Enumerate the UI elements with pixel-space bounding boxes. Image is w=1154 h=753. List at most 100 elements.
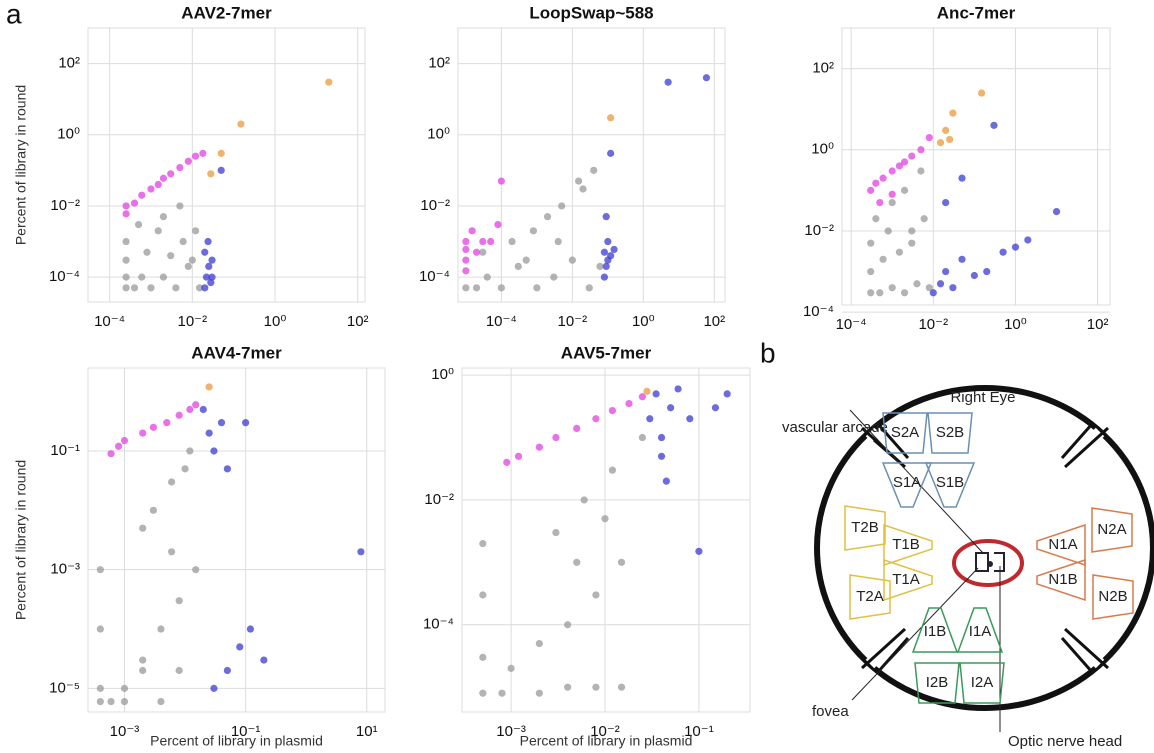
point [580, 496, 588, 504]
point [192, 566, 200, 574]
point [96, 697, 104, 706]
point [925, 133, 933, 142]
point [202, 273, 211, 281]
point [610, 245, 618, 254]
point [159, 174, 168, 182]
point [357, 548, 365, 556]
y-tick-label: 10⁻⁴ [49, 268, 80, 285]
point [702, 74, 711, 82]
y-tick-label: 10² [812, 60, 834, 77]
chart-title: AAV4-7mer [191, 343, 282, 362]
point [139, 656, 147, 664]
point [154, 180, 162, 189]
point [479, 653, 487, 661]
point [574, 177, 583, 185]
x-tick-label: 10⁻² [558, 313, 588, 330]
sector-label: S2A [891, 424, 919, 441]
point [147, 284, 155, 292]
point [192, 401, 200, 409]
point [96, 625, 104, 633]
x-tick-label: 10⁻¹ [684, 723, 714, 740]
retina-sector [1091, 507, 1133, 553]
point [601, 515, 609, 523]
point [1011, 243, 1020, 251]
point [550, 273, 558, 281]
y-tick-label: 10⁻² [50, 197, 80, 214]
retina-sector [883, 523, 933, 567]
sector-label: I2B [926, 674, 949, 691]
point [872, 179, 880, 187]
sector-label: N2A [1097, 521, 1126, 538]
point [159, 273, 168, 281]
point [604, 237, 612, 246]
point [913, 280, 921, 288]
point [508, 237, 516, 246]
chart-title: AAV5-7mer [561, 343, 652, 362]
point [652, 390, 660, 398]
point [657, 452, 666, 460]
point [223, 666, 231, 675]
point [172, 284, 180, 292]
point [1052, 207, 1061, 216]
point [592, 683, 600, 691]
point [908, 239, 916, 247]
point [96, 566, 104, 574]
point [472, 248, 481, 256]
point [564, 621, 572, 629]
retina-sector [883, 558, 933, 602]
point [667, 404, 675, 412]
point [607, 114, 615, 122]
point [462, 256, 470, 264]
point [970, 271, 978, 280]
point [888, 198, 896, 207]
point [879, 174, 887, 182]
plot-area [841, 27, 1111, 306]
point [175, 597, 183, 605]
point [888, 190, 896, 198]
point [186, 405, 194, 414]
point [199, 149, 207, 157]
point [472, 284, 481, 292]
point [662, 477, 670, 485]
point [205, 262, 213, 271]
x-tick-label: 10⁰ [1004, 316, 1027, 333]
y-tick-label: 10⁰ [427, 126, 450, 143]
point [176, 163, 184, 172]
point [114, 442, 123, 450]
point [147, 185, 155, 193]
point [497, 177, 505, 185]
chart-title: LoopSwap~588 [529, 3, 653, 22]
retina-sector [1092, 574, 1134, 620]
point [139, 666, 147, 675]
point [895, 162, 904, 170]
point [529, 227, 538, 235]
point [122, 273, 130, 281]
point [617, 683, 626, 691]
point [607, 252, 615, 260]
sector-label: S1A [893, 474, 921, 491]
point [138, 191, 146, 199]
point [895, 248, 904, 256]
point [122, 202, 130, 210]
sector-label: I1A [969, 623, 992, 640]
point [942, 198, 950, 207]
point [607, 149, 615, 157]
point [958, 174, 966, 182]
point [929, 289, 937, 297]
sector-label: T1A [892, 571, 920, 588]
point [917, 146, 925, 154]
point [217, 166, 225, 174]
point [479, 539, 487, 548]
point [949, 109, 957, 117]
x-tick-label: 10² [1087, 316, 1109, 333]
x-tick-label: 10⁻⁴ [486, 313, 517, 330]
point [168, 478, 176, 486]
point [163, 419, 171, 427]
point [462, 245, 470, 254]
x-tick-label: 10⁻² [918, 316, 948, 333]
point [925, 284, 933, 292]
point [479, 248, 487, 256]
point [201, 284, 209, 292]
point [462, 237, 470, 246]
